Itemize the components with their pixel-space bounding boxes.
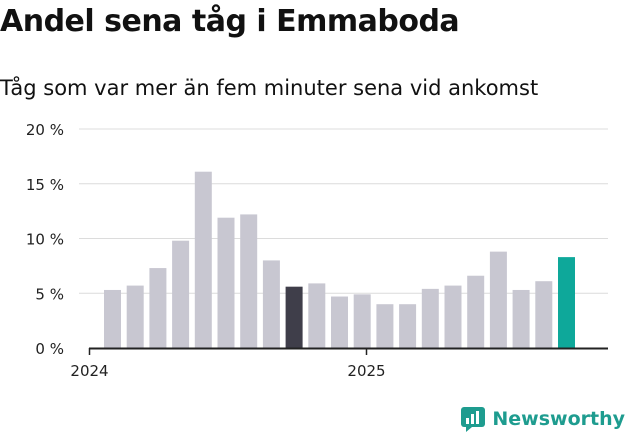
bar — [421, 288, 439, 348]
y-tick-label: 15 % — [26, 176, 64, 194]
bar — [308, 283, 326, 348]
bar — [535, 281, 553, 348]
newsworthy-logo: Newsworthy — [460, 406, 625, 432]
newsworthy-chart-icon — [461, 407, 486, 432]
x-tick-label: 2025 — [347, 362, 385, 380]
bar — [104, 289, 121, 348]
y-tick-label: 0 % — [35, 340, 64, 358]
chart-subtitle: Tåg som var mer än fem minuter sena vid … — [0, 76, 539, 100]
bar — [353, 294, 371, 348]
bar — [217, 217, 235, 348]
bar — [467, 275, 485, 348]
bar — [172, 240, 190, 348]
y-tick-label: 20 % — [26, 121, 64, 139]
x-tick-label: 2024 — [70, 362, 108, 380]
bar — [512, 289, 530, 348]
bar — [285, 286, 303, 348]
logo-text: Newsworthy — [492, 408, 625, 430]
chart-title: Andel sena tåg i Emmaboda — [0, 4, 460, 39]
bar — [331, 296, 348, 348]
bar — [126, 285, 144, 348]
bar — [194, 171, 212, 348]
y-tick-label: 5 % — [35, 285, 64, 303]
bar — [399, 304, 417, 348]
bar — [262, 260, 280, 348]
bar — [489, 251, 507, 348]
bar — [240, 214, 258, 348]
bar — [558, 257, 575, 348]
bar — [444, 285, 462, 348]
y-tick-label: 10 % — [26, 231, 64, 249]
bar — [376, 304, 394, 348]
bar — [149, 268, 167, 348]
